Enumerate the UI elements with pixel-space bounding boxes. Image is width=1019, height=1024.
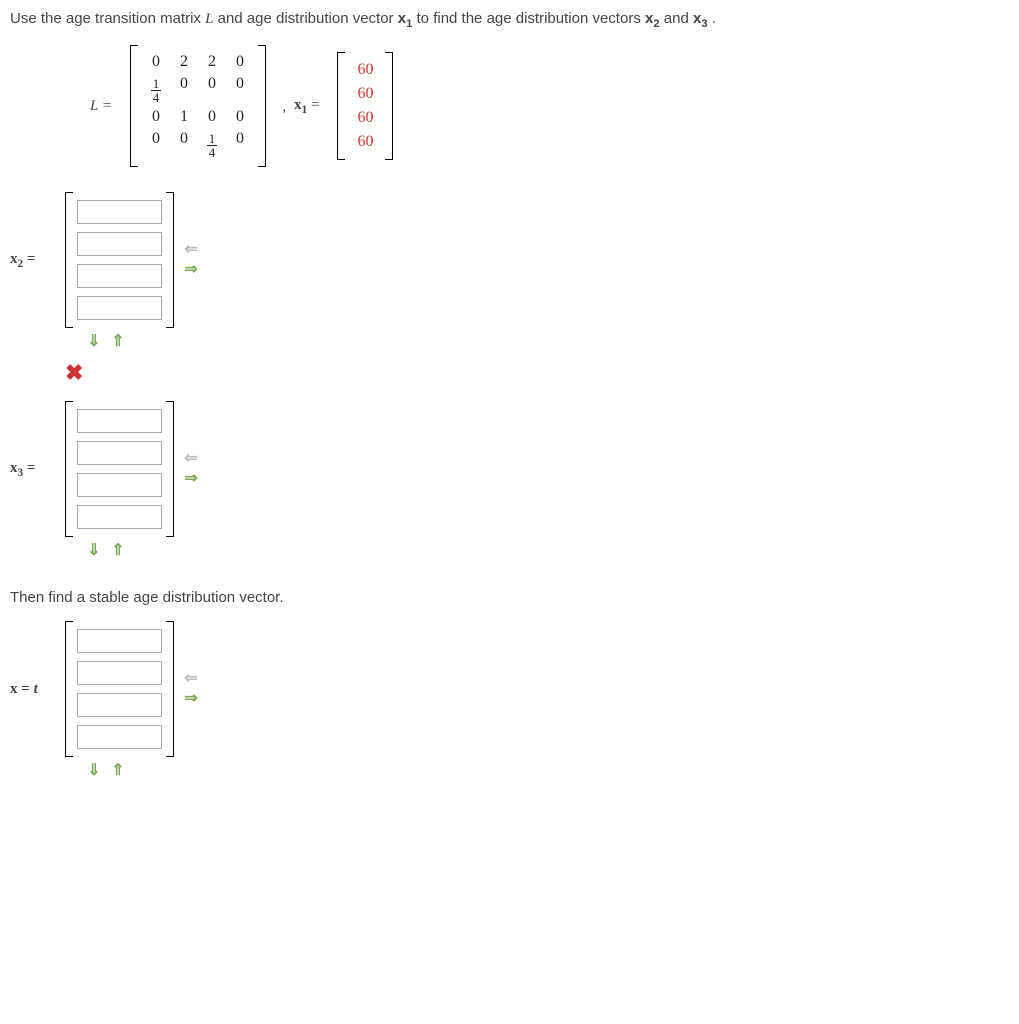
row-arrows: ⇓⇑ <box>85 543 1009 559</box>
col-arrows: ⇐ ⇒ <box>182 671 200 707</box>
var-x2: x2 <box>645 10 660 27</box>
L-matrix: 022014000010000140 <box>122 45 274 167</box>
remove-row-icon[interactable]: ⇑ <box>109 763 127 779</box>
prompt-text: to find the age distribution vectors <box>417 10 645 27</box>
add-row-icon[interactable]: ⇓ <box>85 543 103 559</box>
L-label: L = <box>90 98 112 115</box>
answer-input[interactable] <box>77 264 162 288</box>
remove-row-icon[interactable]: ⇑ <box>109 334 127 350</box>
wrong-icon: ✖ <box>65 360 1009 386</box>
answer-x3: x3 = ⇐⇒⇓⇑ <box>10 401 1009 559</box>
given-equation: L = 022014000010000140 , x1 = 60606060 <box>90 45 1009 167</box>
answer-x2: x2 = ⇐⇒⇓⇑ <box>10 192 1009 350</box>
add-col-icon[interactable]: ⇒ <box>182 262 200 278</box>
stable-answer: x = t ⇐ ⇒ ⇓ ⇑ <box>10 621 1009 779</box>
stable-prompt: Then find a stable age distribution vect… <box>10 589 1009 606</box>
prompt-text: and age distribution vector <box>218 10 398 27</box>
col-arrows: ⇐⇒ <box>182 451 200 487</box>
prompt-text: Use the age transition matrix <box>10 10 205 27</box>
answer-input[interactable] <box>77 232 162 256</box>
answer-label: x3 = <box>10 460 65 479</box>
row-arrows: ⇓⇑ <box>85 334 1009 350</box>
x1-vector: 60606060 <box>329 52 401 160</box>
stable-label: x = t <box>10 681 65 698</box>
stable-input[interactable] <box>77 725 162 749</box>
remove-col-icon[interactable]: ⇐ <box>182 242 200 258</box>
remove-col-icon[interactable]: ⇐ <box>182 451 200 467</box>
answer-input[interactable] <box>77 505 162 529</box>
stable-input-matrix <box>65 621 174 757</box>
question-prompt: Use the age transition matrix L and age … <box>10 10 1009 30</box>
add-row-icon[interactable]: ⇓ <box>85 763 103 779</box>
input-matrix <box>65 401 174 537</box>
add-row-icon[interactable]: ⇓ <box>85 334 103 350</box>
var-x3: x3 <box>693 10 708 27</box>
input-matrix <box>65 192 174 328</box>
stable-input[interactable] <box>77 661 162 685</box>
remove-row-icon[interactable]: ⇑ <box>109 543 127 559</box>
answer-input[interactable] <box>77 441 162 465</box>
prompt-text: and <box>664 10 693 27</box>
answer-input[interactable] <box>77 409 162 433</box>
prompt-text: . <box>712 10 716 27</box>
var-L: L <box>205 11 213 27</box>
remove-col-icon[interactable]: ⇐ <box>182 671 200 687</box>
var-x1: x1 <box>398 10 413 27</box>
col-arrows: ⇐⇒ <box>182 242 200 278</box>
answer-input[interactable] <box>77 473 162 497</box>
answer-label: x2 = <box>10 251 65 270</box>
x1-label: x1 = <box>294 97 319 116</box>
answer-input[interactable] <box>77 200 162 224</box>
stable-input[interactable] <box>77 629 162 653</box>
add-col-icon[interactable]: ⇒ <box>182 471 200 487</box>
answer-input[interactable] <box>77 296 162 320</box>
add-col-icon[interactable]: ⇒ <box>182 691 200 707</box>
stable-input[interactable] <box>77 693 162 717</box>
comma: , <box>282 98 286 115</box>
row-arrows: ⇓ ⇑ <box>85 763 1009 779</box>
